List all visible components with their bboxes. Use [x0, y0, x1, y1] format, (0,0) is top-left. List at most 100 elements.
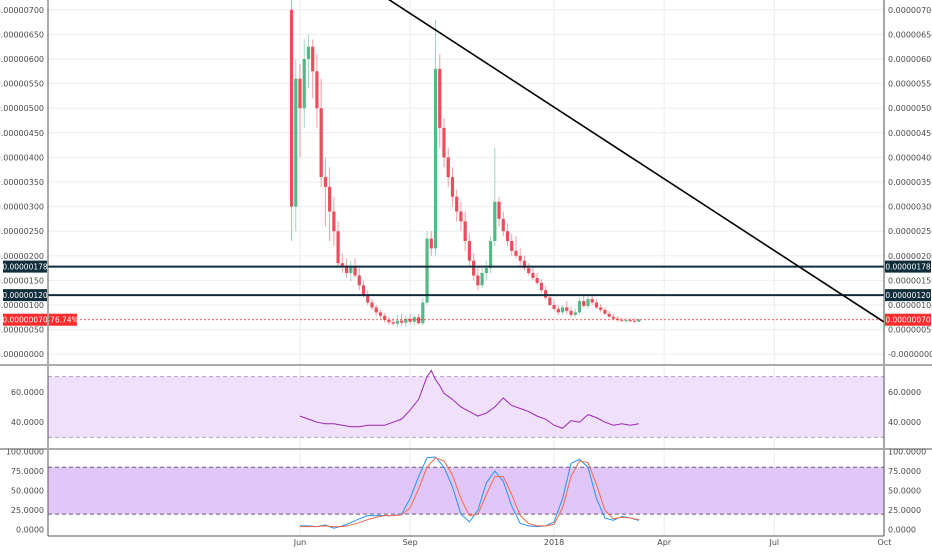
- y-tick-label-left: 0.00000200: [0, 252, 44, 261]
- x-tick-label: 2018: [544, 538, 564, 547]
- candle-body: [429, 238, 433, 249]
- candle-body: [387, 319, 391, 323]
- candle-body: [535, 277, 539, 283]
- trendline: [388, 0, 884, 323]
- candle-body: [539, 282, 543, 291]
- current-price-badge-right-text: 0.00000070: [885, 316, 931, 325]
- candle-body: [336, 231, 340, 264]
- y-tick-label-right: 0.00000350: [888, 178, 932, 187]
- rsi-band: [48, 376, 884, 438]
- stoch-tick-label-left: 50.0000: [11, 487, 44, 496]
- candle-body: [302, 59, 306, 109]
- candle-body: [463, 221, 467, 242]
- candle-body: [425, 238, 429, 303]
- candle-body: [624, 320, 628, 322]
- rsi-tick-label-right: 40.0000: [888, 418, 921, 427]
- y-tick-label-right: 0.00000050: [888, 326, 932, 335]
- candle-body: [459, 211, 463, 222]
- rsi-tick-label-left: 60.0000: [11, 388, 44, 397]
- candle-body: [370, 302, 374, 308]
- stoch-band: [48, 467, 884, 515]
- candle-body: [493, 201, 497, 242]
- y-tick-label-right: 0.00000100: [888, 301, 932, 310]
- candle-body: [484, 268, 488, 273]
- candle-body: [416, 317, 421, 324]
- annotation-lines: 0.00000178 0.00000178 0.00000120 0.00000120…: [2, 0, 931, 326]
- stoch-tick-label-right: 0.0000: [888, 526, 916, 535]
- candle-body: [488, 241, 493, 269]
- stoch-line-D: [300, 457, 639, 528]
- candle-body: [442, 127, 446, 158]
- candle-body: [374, 307, 378, 313]
- candle-body: [527, 268, 531, 273]
- candle-body: [319, 108, 323, 178]
- candle-body: [344, 265, 349, 273]
- current-price-badge-left: [3, 313, 47, 326]
- candle-body: [632, 320, 637, 322]
- candle-body: [328, 186, 332, 212]
- candle-body: [357, 275, 361, 286]
- x-tick-label: Jun: [293, 538, 307, 547]
- candle-body: [455, 196, 459, 212]
- y-tick-label-left: -0.00000000: [0, 350, 44, 359]
- candle-body: [294, 78, 298, 207]
- level-badge-left: [3, 289, 47, 302]
- candle-body: [404, 318, 408, 323]
- candle-body: [408, 318, 412, 322]
- y-tick-label-left: 0.00000100: [0, 301, 44, 310]
- rsi-tick-label-left: 40.0000: [11, 418, 44, 427]
- candle-body: [450, 177, 455, 197]
- level-badge-left-text: 0.00000120: [2, 291, 48, 300]
- stoch-line-K: [300, 456, 639, 529]
- pane-frames: [0, 0, 932, 537]
- candle-body: [637, 319, 641, 322]
- rsi-tick-label-right: 60.0000: [888, 388, 921, 397]
- y-tick-label-left: 0.00000050: [0, 326, 44, 335]
- candle-body: [353, 266, 357, 276]
- candle-body: [315, 71, 319, 109]
- candle-body: [582, 301, 586, 306]
- y-tick-label-right: 0.00000700: [888, 6, 932, 15]
- grid-lines: [48, 0, 885, 536]
- y-tick-label-left: 0.00000300: [0, 203, 44, 212]
- level-badge-left-text: 0.00000178: [2, 263, 48, 272]
- candle-body: [412, 317, 416, 322]
- candle-body: [395, 320, 400, 324]
- y-tick-label-left: 0.00000600: [0, 55, 44, 64]
- level-badge-right: [885, 289, 931, 302]
- y-tick-label-left: 0.00000450: [0, 129, 44, 138]
- stoch-tick-label-left: 100.0000: [6, 448, 44, 457]
- candle-body: [497, 201, 501, 219]
- candle-body: [599, 307, 603, 310]
- stoch-tick-label-left: 75.0000: [11, 467, 44, 476]
- level-badge-right-text: 0.00000120: [885, 291, 931, 300]
- y-tick-label-left: 0.00000150: [0, 276, 44, 285]
- candle-body: [400, 320, 404, 323]
- candle-body: [433, 68, 438, 249]
- candle-body: [522, 260, 527, 269]
- y-tick-label-right: 0.00000300: [888, 203, 932, 212]
- stoch-tick-label-right: 75.0000: [888, 467, 921, 476]
- candle-body: [311, 46, 315, 72]
- stoch-tick-label-left: 25.0000: [11, 506, 44, 515]
- level-badge-right-text: 0.00000178: [885, 263, 931, 272]
- axis-labels: JunSep2018AprJulOct2019AprJulOct20200.00…: [0, 6, 932, 547]
- indicator-bands: [48, 376, 884, 515]
- stoch-tick-label-right: 100.0000: [888, 448, 926, 457]
- candle-body: [590, 299, 594, 303]
- stoch-tick-label-right: 50.0000: [888, 487, 921, 496]
- candle-body: [446, 157, 450, 178]
- change-badge: [49, 313, 77, 326]
- candle-body: [611, 316, 615, 319]
- y-tick-label-left: 0.00000700: [0, 6, 44, 15]
- candle-body: [594, 302, 599, 308]
- y-tick-label-right: 0.00000600: [888, 55, 932, 64]
- candle-body: [607, 313, 611, 317]
- candle-body: [306, 46, 311, 60]
- candle-body: [531, 273, 535, 278]
- current-price-badge-left-text: 0.00000070: [2, 316, 48, 325]
- candle-body: [289, 9, 294, 207]
- candle-body: [361, 285, 366, 296]
